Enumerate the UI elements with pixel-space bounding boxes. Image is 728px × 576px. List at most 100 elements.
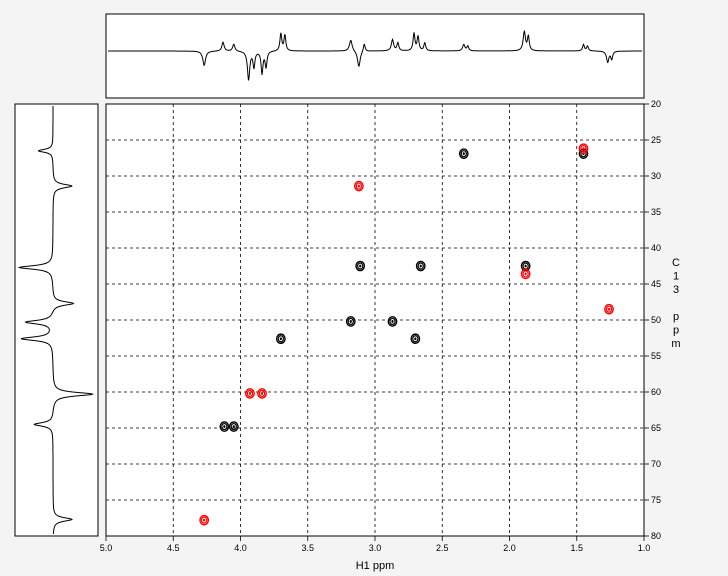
- y-tick-label: 35: [651, 207, 661, 217]
- peak-contour-core: [279, 337, 282, 341]
- y-axis-ticks: 20 25 30 35 40 45 50 55 60 65 70 75 80: [644, 99, 661, 541]
- x-tick-label: 3.0: [369, 543, 382, 553]
- peak-contour-middle: [605, 305, 613, 313]
- peak-contour-middle: [460, 150, 467, 158]
- peak-contour-outer: [219, 421, 230, 432]
- peak-contour-middle: [230, 422, 237, 431]
- left-projection-panel: [14, 103, 99, 537]
- positive-cross-peak: [458, 148, 469, 159]
- y-axis-label-char: 1: [673, 271, 679, 283]
- peak-contour-core: [391, 320, 394, 323]
- y-tick-label: 50: [651, 315, 661, 325]
- peak-contour-core: [357, 184, 360, 188]
- peak-contour-core: [607, 307, 611, 311]
- x-axis-label: H1 ppm: [356, 560, 395, 572]
- negative-cross-peak: [520, 268, 531, 280]
- peak-layer: [199, 143, 614, 526]
- x-tick-label: 2.0: [503, 543, 516, 553]
- grid-layer: [106, 104, 644, 536]
- peak-contour-middle: [277, 335, 285, 343]
- peak-contour-outer: [353, 180, 364, 192]
- peak-contour-outer: [199, 514, 210, 526]
- peak-contour-core: [414, 337, 417, 341]
- peak-contour-middle: [417, 262, 424, 270]
- peak-contour-outer: [458, 148, 469, 159]
- peak-contour-outer: [520, 268, 531, 280]
- peak-contour-outer: [415, 260, 426, 272]
- peak-contour-outer: [578, 143, 589, 154]
- peak-contour-core: [248, 392, 252, 395]
- y-axis-label-char: 3: [673, 284, 679, 296]
- peak-contour-outer: [387, 316, 398, 327]
- positive-cross-peak: [345, 316, 356, 327]
- top-projection-trace-layer: [108, 30, 642, 81]
- positive-cross-peak: [275, 333, 286, 345]
- x-axis-ticks: 5.0 4.5 4.0 3.5 3.0 2.5 2.0 1.5 1.0: [100, 536, 651, 553]
- peak-contour-core: [524, 272, 527, 276]
- positive-cross-peak: [387, 316, 398, 327]
- peak-contour-core: [419, 264, 422, 268]
- peak-contour-core: [462, 152, 465, 156]
- positive-cross-peak: [228, 421, 239, 432]
- x-tick-label: 4.5: [167, 543, 180, 553]
- y-axis-label-char: p: [673, 311, 679, 323]
- peak-contour-middle: [389, 317, 396, 326]
- y-axis-label-char: m: [671, 338, 680, 350]
- peak-contour-core: [203, 518, 206, 522]
- y-axis-label-char: p: [673, 325, 679, 337]
- negative-cross-peak: [604, 303, 614, 315]
- y-tick-label: 80: [651, 531, 661, 541]
- y-tick-label: 25: [651, 135, 661, 145]
- x-tick-label: 1.0: [638, 543, 651, 553]
- x-tick-label: 2.5: [436, 543, 449, 553]
- proton-projection-trace: [108, 30, 642, 81]
- x-tick-label: 3.5: [301, 543, 314, 553]
- negative-cross-peak: [578, 143, 589, 154]
- peak-contour-middle: [355, 182, 363, 190]
- peak-contour-outer: [275, 333, 286, 345]
- left-projection-trace-layer: [17, 106, 94, 534]
- negative-cross-peak: [245, 388, 255, 399]
- peak-contour-middle: [246, 389, 254, 398]
- peak-contour-outer: [410, 333, 421, 345]
- positive-cross-peak: [410, 333, 421, 345]
- top-projection-panel: [105, 13, 645, 99]
- peak-contour-outer: [604, 303, 614, 315]
- y-tick-label: 75: [651, 495, 661, 505]
- x-tick-label: 1.5: [570, 543, 583, 553]
- peak-contour-outer: [245, 388, 255, 399]
- peak-contour-core: [524, 264, 527, 268]
- negative-cross-peak: [353, 180, 364, 192]
- y-tick-label: 30: [651, 171, 661, 181]
- positive-cross-peak: [355, 260, 366, 272]
- peak-contour-middle: [221, 422, 228, 431]
- positive-cross-peak: [219, 421, 230, 432]
- x-tick-label: 4.0: [234, 543, 247, 553]
- peak-contour-middle: [357, 262, 364, 270]
- positive-cross-peak: [415, 260, 426, 272]
- negative-cross-peak: [257, 388, 267, 399]
- y-tick-label: 45: [651, 279, 661, 289]
- peak-contour-middle: [200, 516, 208, 524]
- peak-contour-middle: [258, 389, 266, 398]
- peak-contour-core: [232, 425, 235, 428]
- peak-contour-middle: [522, 270, 529, 278]
- peak-contour-outer: [355, 260, 366, 272]
- peak-contour-middle: [580, 150, 587, 158]
- peak-contour-middle: [347, 317, 354, 326]
- peak-contour-outer: [257, 388, 267, 399]
- y-axis-label-char: C: [672, 257, 680, 269]
- peak-contour-core: [223, 425, 226, 428]
- y-tick-label: 40: [651, 243, 661, 253]
- peak-contour-core: [359, 264, 362, 268]
- peak-contour-middle: [412, 335, 419, 343]
- y-tick-label: 70: [651, 459, 661, 469]
- y-tick-label: 65: [651, 423, 661, 433]
- peak-contour-core: [260, 392, 264, 395]
- y-tick-label: 55: [651, 351, 661, 361]
- peak-contour-core: [582, 147, 585, 151]
- peak-contour-middle: [580, 145, 587, 153]
- y-tick-label: 60: [651, 387, 661, 397]
- peak-contour-outer: [228, 421, 239, 432]
- carbon-projection-trace: [17, 106, 94, 534]
